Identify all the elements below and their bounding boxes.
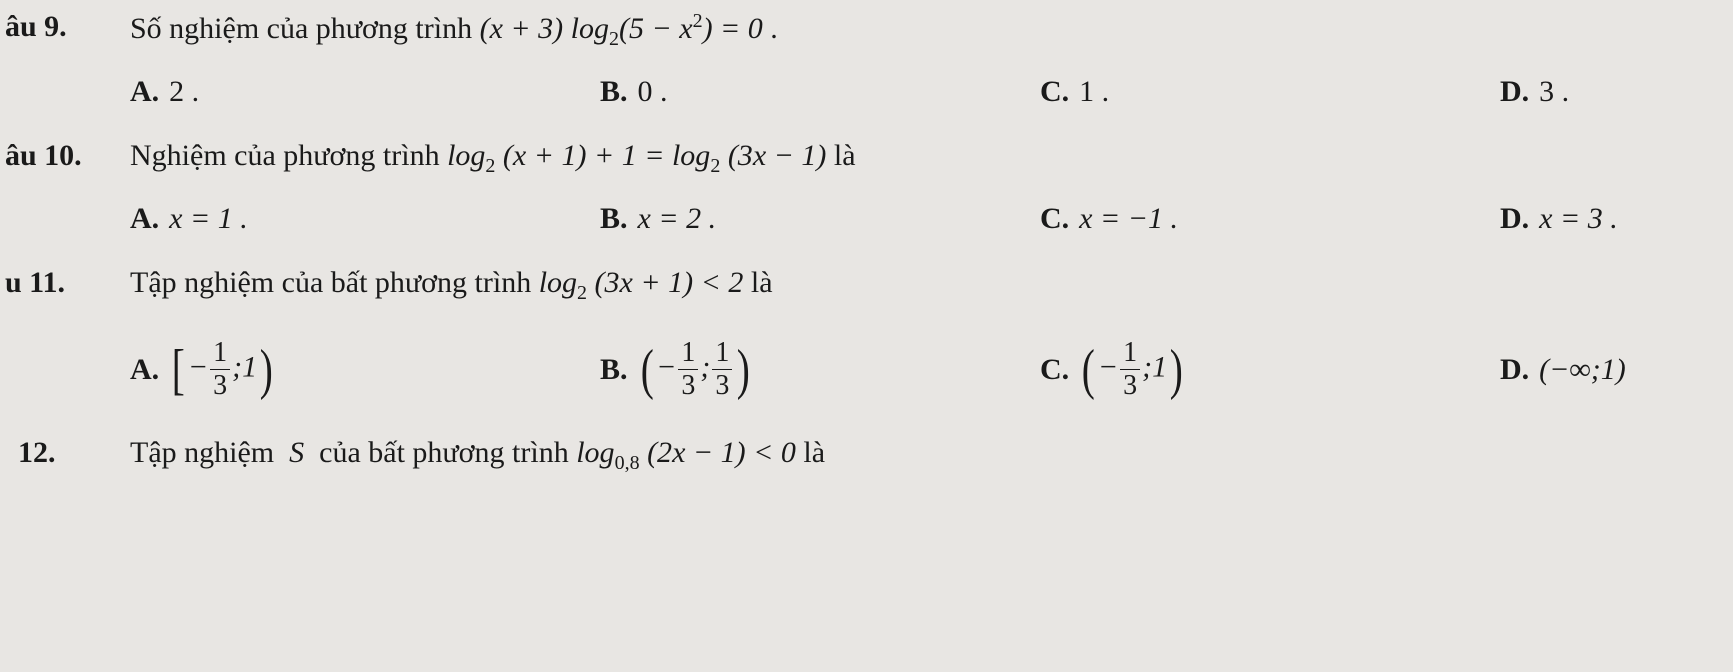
opt-value-c: 1 .	[1079, 75, 1109, 109]
option-b: B. x = 2 .	[600, 202, 1040, 236]
opt-value-b: 0 .	[638, 75, 668, 109]
question-11: u 11. Tập nghiệm của bất phương trình lo…	[0, 266, 1733, 400]
question-stem: Tập nghiệm S của bất phương trình log0,8…	[130, 436, 825, 475]
stem-prefix: Tập nghiệm của bất phương trình	[130, 266, 539, 299]
option-c: C. 1 .	[1040, 75, 1500, 109]
option-c: C. x = −1 .	[1040, 202, 1500, 236]
opt-label-d: D.	[1500, 353, 1529, 387]
options-row: A. 2 . B. 0 . C. 1 . D. 3 .	[0, 75, 1733, 109]
stem-math: (x + 3) log2(5 − x2) = 0	[480, 12, 763, 45]
option-a: A. 2 .	[130, 75, 600, 109]
question-stem: Số nghiệm của phương trình (x + 3) log2(…	[130, 10, 778, 51]
opt-label-b: B.	[600, 353, 628, 387]
stem-suffix: .	[763, 12, 778, 45]
question-row: u 11. Tập nghiệm của bất phương trình lo…	[0, 266, 1733, 305]
question-row: 12. Tập nghiệm S của bất phương trình lo…	[0, 436, 1733, 475]
opt-value-c: (−13;1)	[1079, 339, 1186, 400]
opt-value-a: [−13;1)	[169, 339, 276, 400]
question-row: âu 9. Số nghiệm của phương trình (x + 3)…	[0, 10, 1733, 51]
question-12: 12. Tập nghiệm S của bất phương trình lo…	[0, 436, 1733, 475]
question-9: âu 9. Số nghiệm của phương trình (x + 3)…	[0, 10, 1733, 109]
question-label: âu 10.	[0, 139, 130, 173]
question-label: âu 9.	[0, 10, 130, 44]
opt-label-d: D.	[1500, 75, 1529, 109]
opt-value-a: x = 1 .	[169, 202, 248, 236]
opt-label-a: A.	[130, 202, 159, 236]
opt-value-b: (−13;13)	[638, 339, 754, 400]
opt-label-a: A.	[130, 75, 159, 109]
stem-suffix: là	[796, 436, 825, 469]
stem-suffix: là	[743, 266, 772, 299]
opt-label-c: C.	[1040, 75, 1069, 109]
options-row: A. x = 1 . B. x = 2 . C. x = −1 . D. x = 3 .	[0, 202, 1733, 236]
opt-value-b: x = 2 .	[638, 202, 717, 236]
option-c: C. (−13;1)	[1040, 339, 1500, 400]
opt-value-c: x = −1 .	[1079, 202, 1178, 236]
stem-suffix: là	[826, 139, 855, 172]
option-d: D. 3 .	[1500, 75, 1569, 109]
opt-value-a: 2 .	[169, 75, 199, 109]
question-label: 12.	[0, 436, 130, 470]
opt-label-a: A.	[130, 353, 159, 387]
option-a: A. [−13;1)	[130, 339, 600, 400]
question-stem: Nghiệm của phương trình log2 (x + 1) + 1…	[130, 139, 856, 178]
option-b: B. (−13;13)	[600, 339, 1040, 400]
option-d: D. x = 3 .	[1500, 202, 1618, 236]
opt-value-d: x = 3 .	[1539, 202, 1618, 236]
question-10: âu 10. Nghiệm của phương trình log2 (x +…	[0, 139, 1733, 236]
option-b: B. 0 .	[600, 75, 1040, 109]
stem-prefix: Số nghiệm của phương trình	[130, 12, 480, 45]
opt-value-d: 3 .	[1539, 75, 1569, 109]
options-row: A. [−13;1) B. (−13;13) C. (−13;1) D. (−∞…	[0, 339, 1733, 400]
stem-prefix: Tập nghiệm S của bất phương trình	[130, 436, 576, 469]
stem-prefix: Nghiệm của phương trình	[130, 139, 447, 172]
opt-label-c: C.	[1040, 353, 1069, 387]
opt-label-c: C.	[1040, 202, 1069, 236]
stem-math: log2 (3x + 1) < 2	[539, 266, 744, 299]
opt-value-d: (−∞;1)	[1539, 353, 1626, 387]
stem-math: log2 (x + 1) + 1 = log2 (3x − 1)	[447, 139, 826, 172]
opt-label-d: D.	[1500, 202, 1529, 236]
option-a: A. x = 1 .	[130, 202, 600, 236]
question-stem: Tập nghiệm của bất phương trình log2 (3x…	[130, 266, 773, 305]
question-row: âu 10. Nghiệm của phương trình log2 (x +…	[0, 139, 1733, 178]
opt-label-b: B.	[600, 75, 628, 109]
opt-label-b: B.	[600, 202, 628, 236]
option-d: D. (−∞;1)	[1500, 339, 1626, 400]
question-label: u 11.	[0, 266, 130, 300]
stem-math: log0,8 (2x − 1) < 0	[576, 436, 796, 469]
